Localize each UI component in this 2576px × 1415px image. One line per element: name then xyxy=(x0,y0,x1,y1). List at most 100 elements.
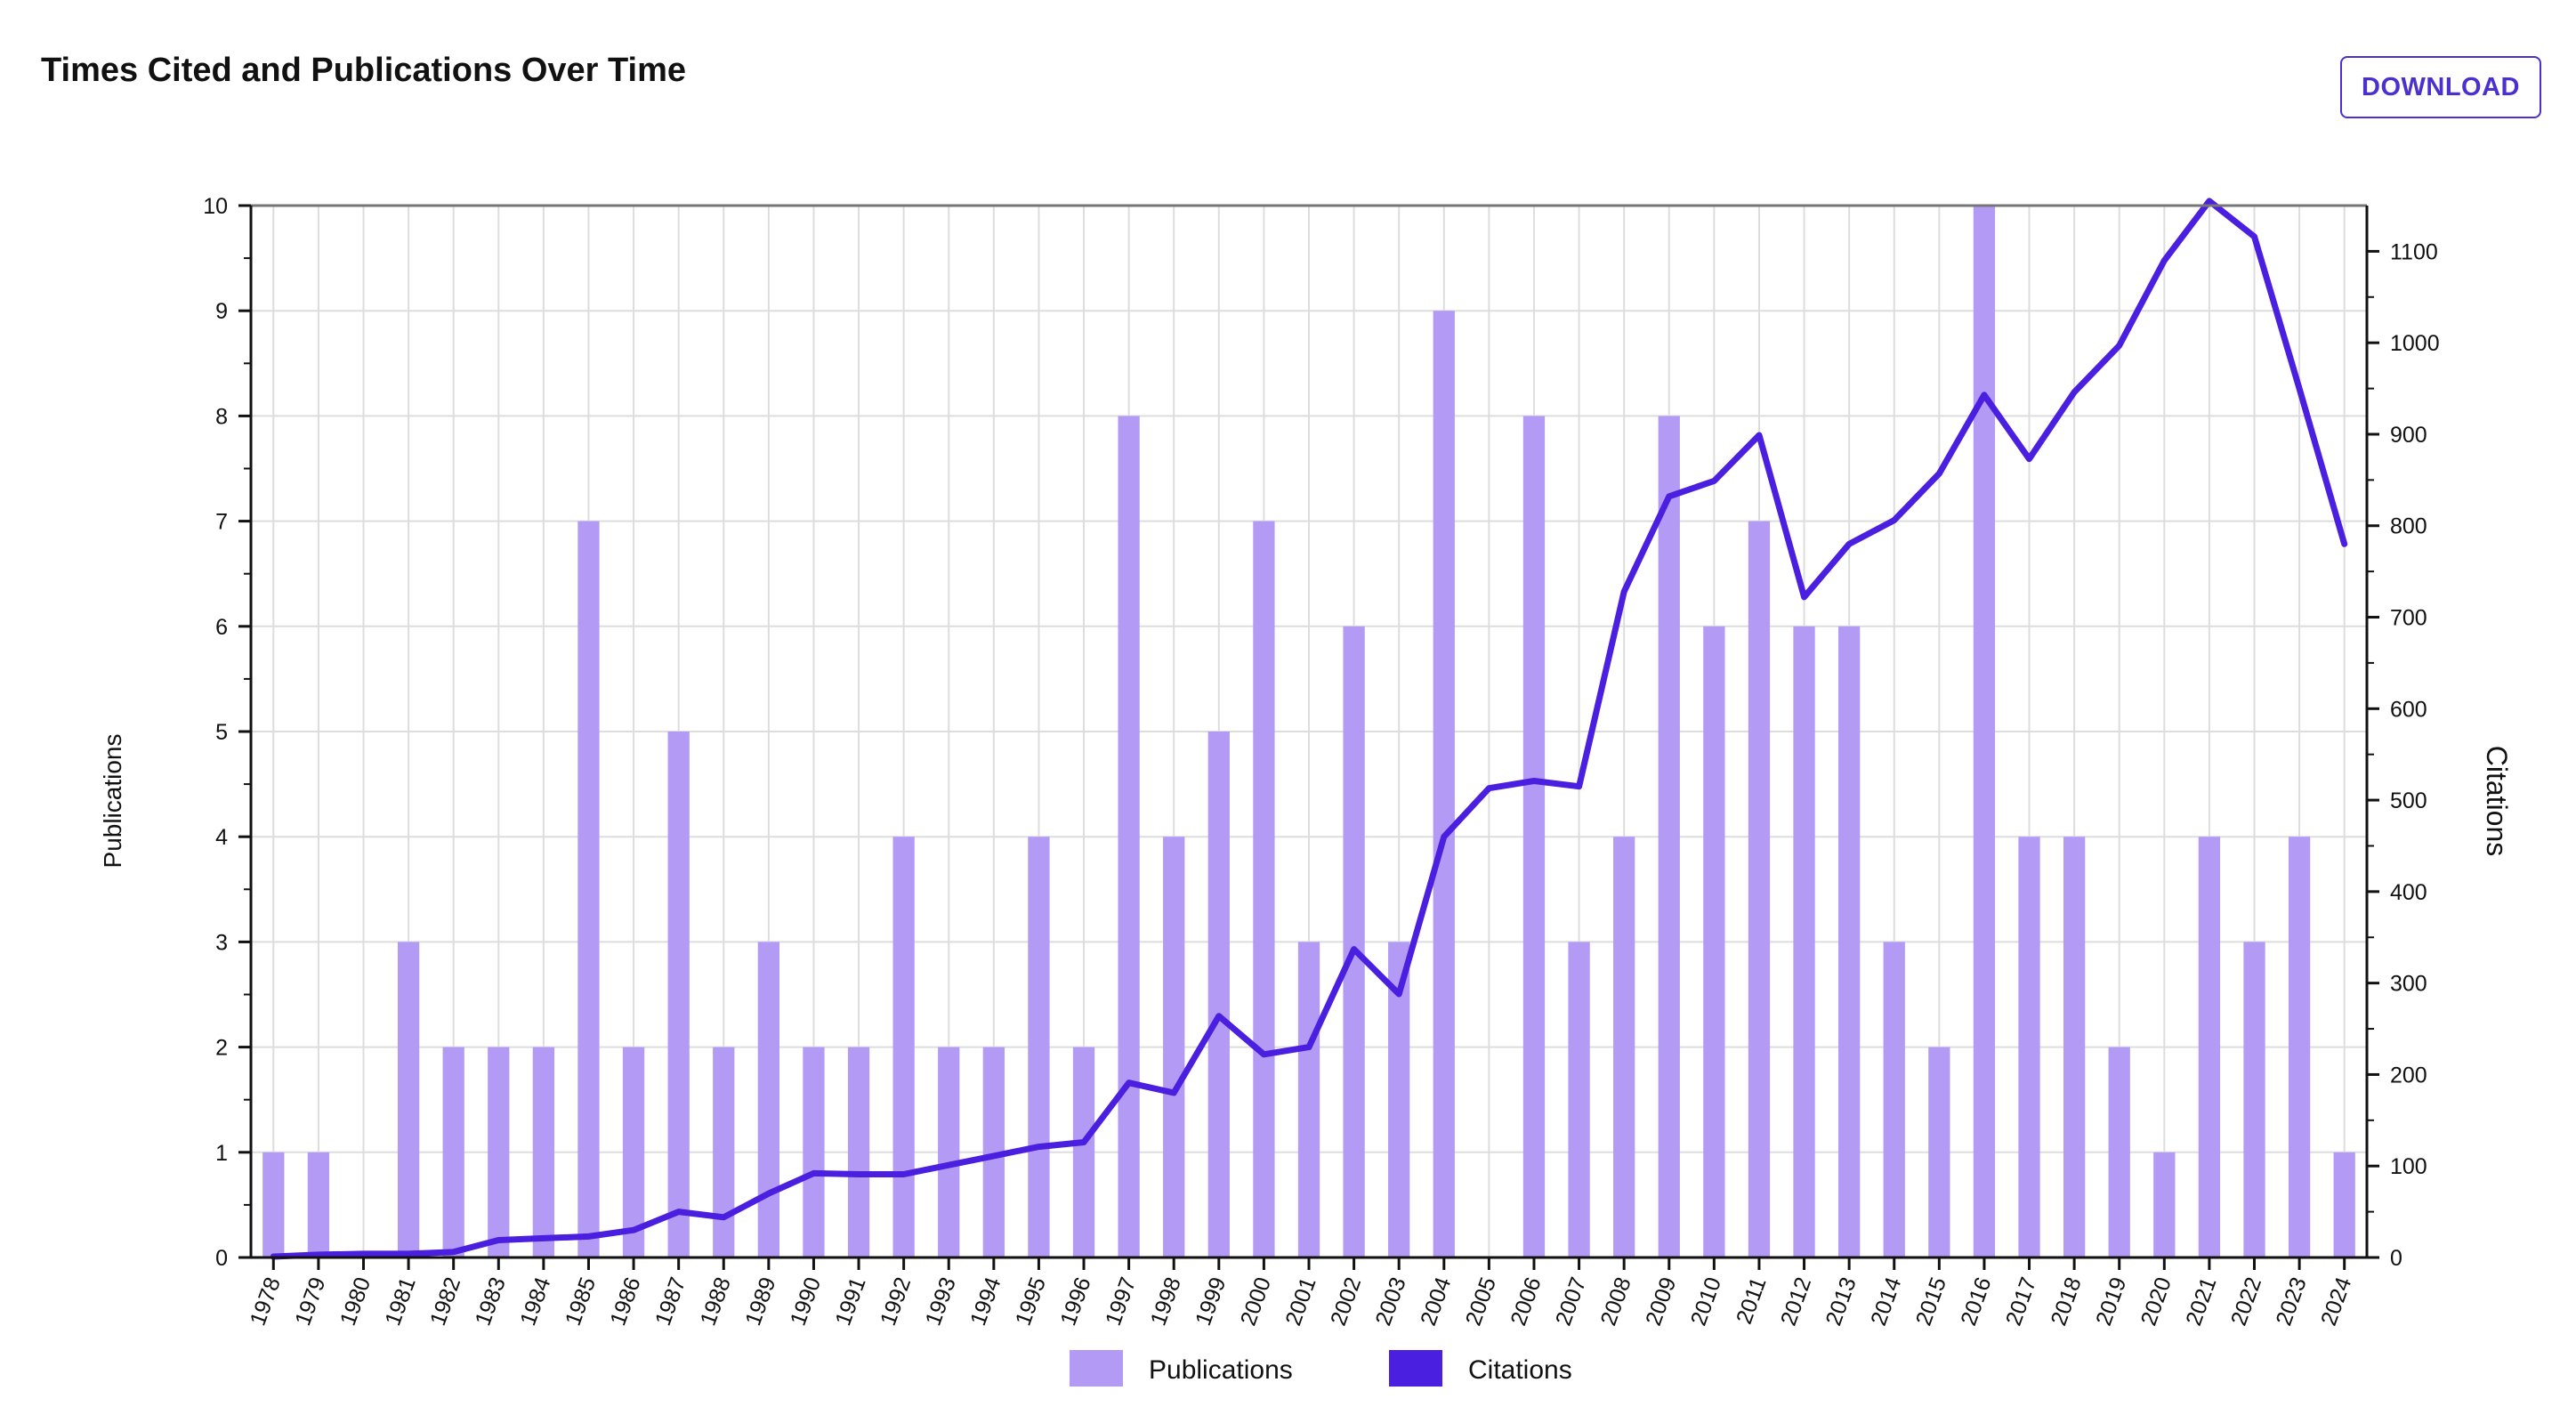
publications-bar xyxy=(1522,416,1546,1257)
publications-bar xyxy=(938,1047,960,1257)
publications-bar xyxy=(1883,942,1905,1257)
x-tick-label: 2017 xyxy=(2001,1274,2041,1329)
publications-bar xyxy=(1253,521,1275,1257)
x-tick-label: 2013 xyxy=(1821,1274,1861,1329)
y-tick-label-right: 700 xyxy=(2390,606,2427,631)
x-tick-label: 1991 xyxy=(830,1274,870,1329)
publications-bar xyxy=(1658,416,1680,1257)
publications-bar xyxy=(2018,837,2040,1257)
y-tick-label-left: 2 xyxy=(215,1036,228,1061)
x-tick-label: 1987 xyxy=(650,1274,690,1329)
x-tick-label: 1996 xyxy=(1055,1274,1095,1329)
publications-bar xyxy=(1118,416,1140,1257)
x-tick-label: 2022 xyxy=(2226,1274,2266,1329)
publications-bar xyxy=(847,1047,870,1257)
publications-bar xyxy=(803,1047,825,1257)
x-tick-label: 2001 xyxy=(1280,1274,1320,1329)
y-tick-label-left: 5 xyxy=(215,720,228,745)
x-tick-label: 2014 xyxy=(1866,1274,1906,1329)
y-tick-label-left: 8 xyxy=(215,404,228,429)
publications-bar xyxy=(2153,1152,2176,1257)
x-tick-label: 2008 xyxy=(1595,1274,1635,1329)
y-tick-label-left: 0 xyxy=(215,1246,228,1271)
x-tick-label: 1997 xyxy=(1101,1274,1141,1329)
chart-title: Times Cited and Publications Over Time xyxy=(41,52,687,89)
x-tick-label: 2002 xyxy=(1326,1274,1366,1329)
publications-bar xyxy=(307,1152,330,1257)
publications-bar xyxy=(488,1047,510,1257)
publications-bar xyxy=(1703,626,1725,1257)
legend-label-publications: Publications xyxy=(1149,1355,1293,1385)
x-tick-label: 2020 xyxy=(2136,1274,2176,1329)
y-tick-label-right: 400 xyxy=(2390,880,2427,905)
x-tick-label: 2024 xyxy=(2316,1274,2356,1329)
y-tick-label-right: 100 xyxy=(2390,1154,2427,1179)
publications-bar xyxy=(1793,626,1815,1257)
x-tick-label: 1990 xyxy=(786,1274,826,1329)
y-tick-label-right: 1100 xyxy=(2390,239,2438,264)
x-tick-label: 1980 xyxy=(335,1274,375,1329)
publications-bar xyxy=(442,1047,464,1257)
x-tick-label: 1993 xyxy=(921,1274,961,1329)
x-tick-label: 2023 xyxy=(2271,1274,2311,1329)
x-tick-label: 1983 xyxy=(471,1274,511,1329)
publications-bar xyxy=(2063,837,2086,1257)
publications-bar xyxy=(1928,1047,1950,1257)
y-axis-title-right: Citations xyxy=(2481,746,2513,857)
x-tick-label: 2018 xyxy=(2046,1274,2086,1329)
y-tick-label-right: 200 xyxy=(2390,1063,2427,1088)
citations-line xyxy=(270,198,2348,1260)
x-tick-label: 1981 xyxy=(380,1274,420,1329)
x-tick-label: 1999 xyxy=(1191,1274,1231,1329)
y-tick-label-right: 300 xyxy=(2390,972,2427,997)
publications-bar xyxy=(667,732,690,1257)
y-tick-label-left: 6 xyxy=(215,615,228,640)
publications-bar xyxy=(1343,626,1365,1257)
legend-swatch-publications xyxy=(1070,1350,1123,1387)
publications-bar xyxy=(1207,732,1230,1257)
x-tick-label: 1982 xyxy=(425,1274,465,1329)
y-tick-label-left: 1 xyxy=(215,1141,228,1166)
x-tick-label: 2000 xyxy=(1236,1274,1276,1329)
x-tick-label: 2010 xyxy=(1686,1274,1726,1329)
x-tick-label: 2021 xyxy=(2181,1274,2221,1329)
x-tick-label: 2015 xyxy=(1911,1274,1951,1329)
y-tick-label-right: 0 xyxy=(2390,1246,2402,1271)
publications-bar xyxy=(577,521,600,1257)
y-tick-label-left: 4 xyxy=(215,825,228,850)
y-tick-label-left: 9 xyxy=(215,299,228,324)
x-tick-label: 1988 xyxy=(696,1274,736,1329)
y-tick-label-right: 900 xyxy=(2390,423,2427,448)
publications-bar xyxy=(1973,206,1996,1257)
publications-bar xyxy=(622,1047,645,1257)
x-tick-label: 2004 xyxy=(1416,1274,1456,1329)
publications-bar xyxy=(757,942,779,1257)
y-tick-label-right: 500 xyxy=(2390,788,2427,813)
publications-bar xyxy=(262,1152,285,1257)
publications-bar xyxy=(2288,837,2311,1257)
x-tick-label: 1994 xyxy=(965,1274,1005,1329)
publications-bar xyxy=(1028,837,1050,1257)
y-tick-label-right: 800 xyxy=(2390,514,2427,539)
legend-label-citations: Citations xyxy=(1468,1355,1572,1385)
x-tick-label: 2019 xyxy=(2091,1274,2131,1329)
x-tick-label: 1998 xyxy=(1146,1274,1186,1329)
x-tick-label: 1992 xyxy=(876,1274,916,1329)
y-tick-label-right: 1000 xyxy=(2390,331,2440,356)
x-tick-label: 2003 xyxy=(1370,1274,1410,1329)
y-tick-label-left: 3 xyxy=(215,930,228,955)
publications-bar xyxy=(1163,837,1185,1257)
y-tick-label-left: 7 xyxy=(215,510,228,535)
y-tick-label-left: 10 xyxy=(203,194,228,219)
x-tick-label: 1984 xyxy=(515,1274,555,1329)
publications-bar xyxy=(892,837,915,1257)
x-tick-label: 2009 xyxy=(1641,1274,1681,1329)
publications-bar xyxy=(397,942,420,1257)
x-tick-label: 2011 xyxy=(1732,1274,1772,1327)
y-tick-label-right: 600 xyxy=(2390,697,2427,722)
download-button[interactable]: DOWNLOAD xyxy=(2340,56,2541,118)
publications-bar xyxy=(1613,837,1635,1257)
x-tick-label: 2012 xyxy=(1776,1274,1816,1329)
